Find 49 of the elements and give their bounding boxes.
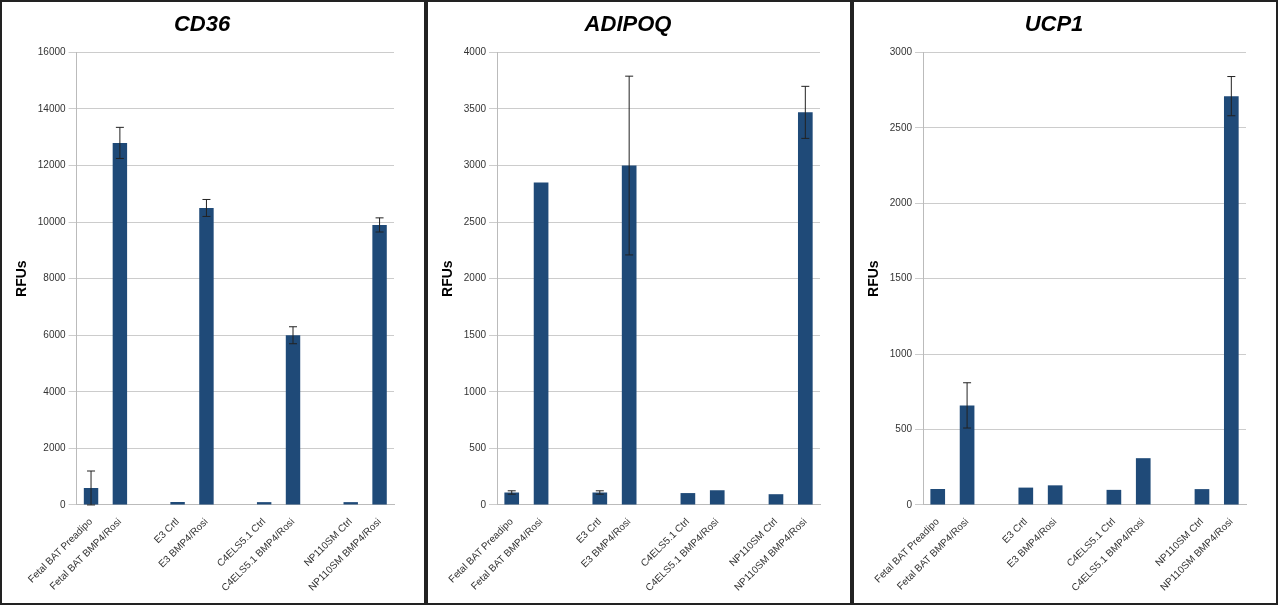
y-tick-label: 6000 [43, 328, 67, 340]
bar [1106, 489, 1122, 505]
y-tick-label: 3500 [463, 102, 487, 114]
y-tick-label: 8000 [43, 272, 67, 284]
y-tick-label: 4000 [463, 46, 487, 58]
y-tick-label: 1500 [889, 272, 913, 284]
bar [285, 335, 301, 505]
y-tick-label: 14000 [37, 102, 67, 114]
y-tick-label: 4000 [43, 385, 67, 397]
bar [199, 207, 214, 505]
y-tick-label: 2000 [463, 272, 487, 284]
y-tick-label: 2500 [889, 121, 913, 133]
y-tick-label: 0 [60, 498, 67, 510]
chart-title: UCP1 [1024, 11, 1084, 37]
bar [1223, 96, 1239, 505]
y-tick-label: 0 [906, 498, 913, 510]
y-tick-label: 16000 [37, 46, 67, 58]
bar [709, 490, 725, 505]
y-tick-label: 12000 [37, 159, 67, 171]
chart-title: CD36 [173, 11, 231, 37]
y-tick-label: 1000 [889, 347, 913, 359]
bar [1018, 487, 1034, 505]
bar [1194, 489, 1210, 505]
bar [372, 224, 387, 505]
bar [533, 182, 549, 505]
y-axis-title: RFUs [865, 260, 882, 297]
bar [621, 165, 637, 505]
y-tick-label: 1500 [463, 328, 487, 340]
bar [680, 493, 696, 505]
y-tick-label: 1000 [463, 385, 487, 397]
y-tick-label: 500 [895, 423, 913, 435]
y-tick-label: 10000 [37, 215, 67, 227]
bar [768, 494, 784, 505]
y-tick-label: 0 [480, 498, 487, 510]
y-tick-label: 3000 [463, 159, 487, 171]
y-axis-title: RFUs [13, 260, 30, 297]
bar [1135, 458, 1151, 505]
y-axis-title: RFUs [439, 260, 456, 297]
chart-title: ADIPOQ [583, 11, 672, 37]
bar [959, 405, 975, 505]
bar [797, 112, 813, 505]
y-tick-label: 2000 [43, 442, 67, 454]
y-tick-label: 2500 [463, 215, 487, 227]
y-tick-label: 3000 [889, 46, 913, 58]
bar [930, 489, 946, 505]
y-tick-label: 2000 [889, 197, 913, 208]
bar [112, 142, 128, 505]
y-tick-label: 500 [469, 442, 487, 454]
bar [1047, 485, 1063, 505]
